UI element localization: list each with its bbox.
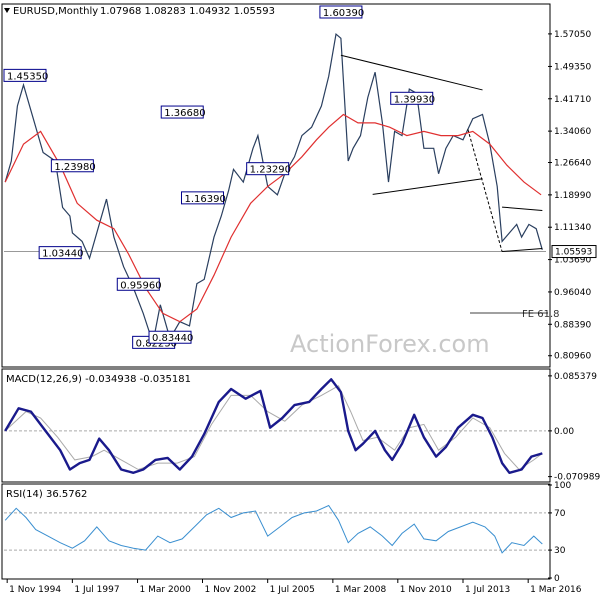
x-tick-label: 1 Jul 2005 xyxy=(270,585,315,595)
current-price-label: 1.05593 xyxy=(555,248,592,258)
price-tick-label: 1.26640 xyxy=(554,159,591,169)
annotation-box xyxy=(50,159,94,173)
x-tick-label: 1 Nov 2010 xyxy=(400,585,452,595)
watermark: ActionForex.com xyxy=(290,330,490,358)
price-tick-label: 1.34060 xyxy=(554,127,591,137)
macd-panel xyxy=(1,368,551,483)
annotation-box xyxy=(148,330,192,344)
annotation-label: 1.23290 xyxy=(250,165,291,176)
trendline-2 xyxy=(502,206,543,211)
price-tick-label: 1.41710 xyxy=(554,95,591,105)
annotation-box xyxy=(390,91,434,105)
x-tick-label: 1 Jul 1997 xyxy=(74,585,119,595)
x-tick-label: 1 Jul 2013 xyxy=(465,585,510,595)
annotation-label: 0.95960 xyxy=(120,280,161,291)
rsi-panel xyxy=(1,483,551,580)
annotation-box xyxy=(180,191,224,205)
price-plot: 1.45350 1.23980 1.03440 0.95960 0.822300.834… xyxy=(3,5,548,349)
macd-label: MACD(12,26,9) -0.034938 -0.035181 xyxy=(6,374,191,385)
ohlc-label: 1.07968 1.08283 1.04932 1.05593 xyxy=(100,6,275,17)
annotation-label: 0.82230 xyxy=(136,338,177,349)
fe-label: FE 61.8 xyxy=(522,309,560,320)
trendline-3 xyxy=(502,248,543,253)
rsi-line xyxy=(4,504,543,554)
trendline-1 xyxy=(372,178,483,195)
x-tick-label: 1 Nov 1994 xyxy=(9,585,61,595)
macd-line xyxy=(4,378,543,474)
annotation-box xyxy=(246,162,290,176)
price-panel xyxy=(1,3,551,368)
symbol-label: EURUSD,Monthly xyxy=(13,6,98,17)
macd-plot xyxy=(4,378,546,474)
macd-tick-label: 0.00 xyxy=(554,427,574,437)
price-tick-label: 1.18990 xyxy=(554,191,591,201)
rsi-tick-label: 30 xyxy=(554,546,566,556)
annotation-box xyxy=(160,105,204,119)
price-tick-label: 0.96040 xyxy=(554,288,591,298)
collapse-triangle-icon xyxy=(4,8,10,13)
annotation-label: 0.83440 xyxy=(152,333,193,344)
annotation-box xyxy=(38,246,82,260)
trendline-0 xyxy=(340,54,483,91)
annotation-label: 1.45350 xyxy=(7,71,48,82)
x-tick-label: 1 Mar 2000 xyxy=(140,585,192,595)
annotation-label: 1.60390 xyxy=(323,8,364,19)
annotation-label: 1.03440 xyxy=(42,249,83,260)
x-tick-label: 1 Mar 2016 xyxy=(530,585,582,595)
price-tick-label: 1.03690 xyxy=(554,256,591,266)
rsi-tick-label: 0 xyxy=(554,574,560,584)
x-tick-label: 1 Mar 2008 xyxy=(335,585,387,595)
x-tick-label: 1 Nov 2002 xyxy=(204,585,256,595)
rsi-plot xyxy=(4,504,546,554)
price-tick-label: 1.49350 xyxy=(554,62,591,72)
macd-tick-label: -0.070989 xyxy=(554,473,600,483)
rsi-tick-label: 100 xyxy=(554,481,571,491)
annotation-label: 1.23980 xyxy=(54,162,95,173)
dashed-projection-line xyxy=(467,129,503,252)
price-tick-label: 1.11340 xyxy=(554,223,591,233)
rsi-tick-label: 70 xyxy=(554,509,566,519)
annotation-label: 1.36680 xyxy=(164,108,205,119)
axes: 1.57050 1.49350 1.41710 1.34060 1.26640 1.189… xyxy=(6,30,600,595)
price-tick-label: 1.57050 xyxy=(554,30,591,40)
annotation-box xyxy=(319,5,363,19)
annotation-label: 1.39930 xyxy=(394,94,435,105)
annotation-box xyxy=(3,68,47,82)
price-tick-label: 0.80960 xyxy=(554,352,591,362)
rsi-label: RSI(14) 36.5762 xyxy=(6,489,87,500)
macd-signal-line xyxy=(4,385,543,471)
price-tick-label: 0.88390 xyxy=(554,320,591,330)
annotation-box xyxy=(116,277,160,291)
macd-tick-label: 0.085379 xyxy=(554,372,597,382)
price-series xyxy=(4,32,543,346)
current-price-box xyxy=(551,245,597,259)
annotation-label: 1.16390 xyxy=(184,194,225,205)
